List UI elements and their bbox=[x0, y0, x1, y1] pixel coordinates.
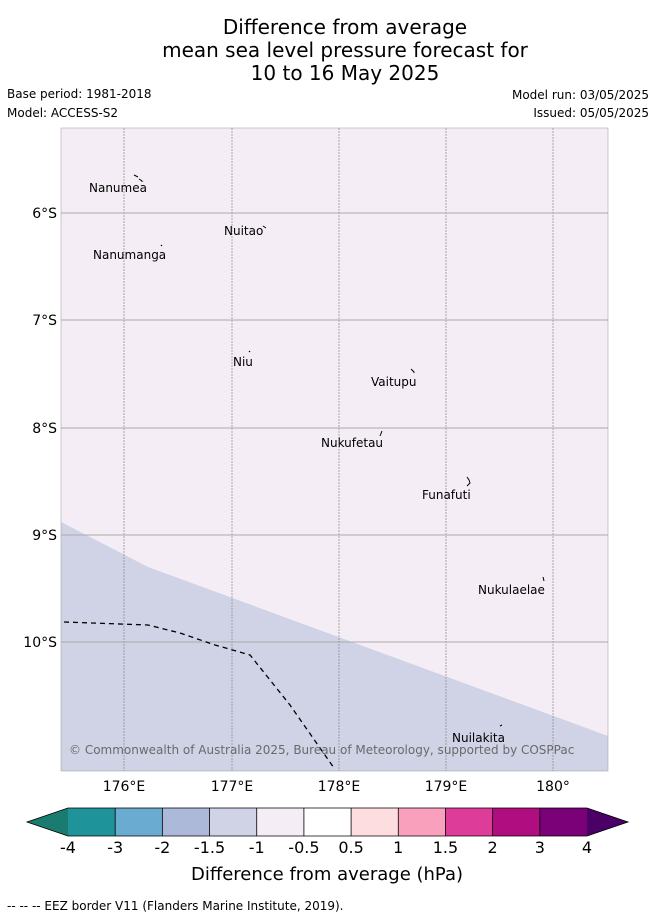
model-run: Model run: 03/05/2025 bbox=[511, 88, 649, 102]
place-label-nukulaelae: Nukulaelae bbox=[478, 583, 545, 597]
place-label-nanumea: Nanumea bbox=[89, 181, 147, 195]
gridlines bbox=[61, 128, 608, 771]
colorbar-segment bbox=[162, 808, 210, 836]
colorbar-tick-label: 1 bbox=[393, 838, 403, 857]
colorbar-segment bbox=[398, 808, 446, 836]
colorbar-segment bbox=[68, 808, 116, 836]
island-outlines bbox=[133, 174, 545, 727]
lon-label-179e: 179°E bbox=[425, 779, 468, 795]
colorbar-tick-label: 0.5 bbox=[338, 838, 363, 857]
lon-label-176e: 176°E bbox=[103, 779, 146, 795]
lat-label-9s: 9°S bbox=[32, 528, 57, 544]
place-label-funafuti: Funafuti bbox=[422, 488, 471, 502]
colorbar-tick-label: -3 bbox=[107, 838, 123, 857]
colorbar-tick-label: -2 bbox=[154, 838, 170, 857]
colorbar-tick-label: -0.5 bbox=[288, 838, 319, 857]
map-figure: Nanumea Nuitao Nanumanga Niu Vaitupu Nuk… bbox=[23, 127, 630, 885]
title-line-3: 10 to 16 May 2025 bbox=[250, 61, 440, 85]
colorbar-tick-label: -1.5 bbox=[194, 838, 225, 857]
colorbar-segment bbox=[209, 808, 258, 836]
colorbar-tick-label: -1 bbox=[249, 838, 265, 857]
title-line-1: Difference from average bbox=[222, 15, 468, 39]
lat-label-6s: 6°S bbox=[32, 206, 57, 222]
colorbar-outline bbox=[25, 807, 630, 837]
colorbar-segment bbox=[256, 808, 305, 836]
colorbar-tick-label: 3 bbox=[535, 838, 545, 857]
colorbar-segment bbox=[303, 808, 352, 836]
pressure-anomaly-region bbox=[61, 522, 608, 771]
colorbar-tick-label: 2 bbox=[488, 838, 498, 857]
issued-date: Issued: 05/05/2025 bbox=[533, 106, 649, 120]
colorbar-tick-label: -4 bbox=[60, 838, 76, 857]
lat-label-7s: 7°S bbox=[32, 313, 57, 329]
footer-note: -- -- -- EEZ border V11 (Flanders Marine… bbox=[7, 899, 344, 913]
island-nanumanga bbox=[160, 244, 163, 247]
colorbar: -4 -3 -2 -1.5 -1 -0.5 0.5 1 1.5 2 3 4 Difference fr… bbox=[25, 807, 630, 885]
lon-label-180: 180° bbox=[536, 779, 570, 795]
eez-border-line bbox=[63, 621, 335, 769]
colorbar-label: Difference from average (hPa) bbox=[191, 864, 463, 885]
place-label-vaitupu: Vaitupu bbox=[371, 375, 417, 389]
place-label-nuitao: Nuitao bbox=[224, 224, 263, 238]
colorbar-segment bbox=[351, 808, 399, 836]
model-name: Model: ACCESS-S2 bbox=[7, 106, 119, 120]
island-nukufetau bbox=[379, 430, 383, 437]
colorbar-overflow-arrow bbox=[587, 808, 628, 836]
lon-label-177e: 177°E bbox=[211, 779, 254, 795]
lat-label-10s: 10°S bbox=[23, 635, 57, 651]
place-label-nanumanga: Nanumanga bbox=[93, 248, 166, 262]
colorbar-tick-label: 4 bbox=[582, 838, 592, 857]
colorbar-segment bbox=[539, 808, 588, 836]
island-nuilakita bbox=[499, 724, 503, 727]
colorbar-tick-label: 1.5 bbox=[433, 838, 458, 857]
island-funafuti bbox=[466, 476, 471, 487]
lon-label-178e: 178°E bbox=[318, 779, 361, 795]
title-line-2: mean sea level pressure forecast for bbox=[162, 38, 528, 62]
colorbar-segments bbox=[68, 808, 588, 836]
base-period: Base period: 1981-2018 bbox=[7, 87, 152, 101]
place-label-nuilakita: Nuilakita bbox=[452, 731, 505, 745]
map-frame bbox=[60, 127, 609, 772]
colorbar-tick-labels: -4 -3 -2 -1.5 -1 -0.5 0.5 1 1.5 2 3 4 bbox=[60, 838, 592, 857]
colorbar-segment bbox=[115, 808, 163, 836]
lat-label-8s: 8°S bbox=[32, 421, 57, 437]
island-vaitupu bbox=[410, 368, 415, 373]
island-nukulaelae bbox=[542, 576, 545, 582]
place-label-niu: Niu bbox=[233, 355, 253, 369]
island-niu bbox=[248, 350, 251, 353]
copyright-note: © Commonwealth of Australia 2025, Bureau… bbox=[69, 743, 574, 757]
island-nuitao bbox=[262, 225, 267, 229]
map-panel: Nanumea Nuitao Nanumanga Niu Vaitupu Nuk… bbox=[60, 127, 609, 772]
island-nanumea bbox=[133, 174, 144, 182]
colorbar-segment bbox=[492, 808, 541, 836]
chart-title: Difference from average mean sea level p… bbox=[0, 16, 655, 85]
colorbar-underflow-arrow bbox=[27, 808, 68, 836]
place-label-nukufetau: Nukufetau bbox=[321, 436, 383, 450]
colorbar-segment bbox=[445, 808, 493, 836]
